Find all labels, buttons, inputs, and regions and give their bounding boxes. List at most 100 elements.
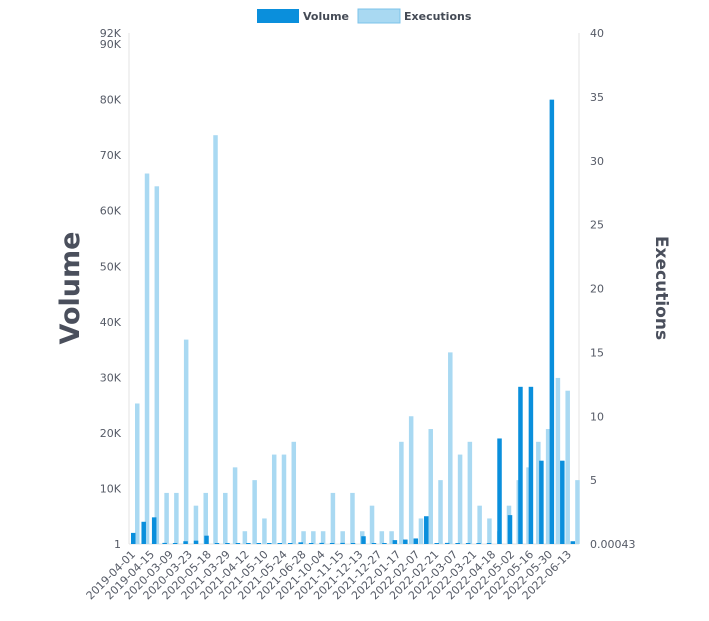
executions-bar[interactable] xyxy=(555,377,561,544)
volume-bar[interactable] xyxy=(518,386,523,544)
volume-bar[interactable] xyxy=(528,386,534,544)
legend-label-volume[interactable]: Volume xyxy=(303,10,349,23)
volume-bar[interactable] xyxy=(570,541,576,544)
y-tick-right-label: 35 xyxy=(590,91,604,104)
x-axis-ticks: 2019-04-012019-04-152020-03-092020-03-23… xyxy=(84,548,574,602)
executions-bar[interactable] xyxy=(193,505,199,544)
executions-bar[interactable] xyxy=(399,441,404,544)
executions-bar[interactable] xyxy=(223,492,228,544)
executions-bar[interactable] xyxy=(291,441,297,544)
executions-bar[interactable] xyxy=(311,531,316,544)
y-tick-right-label: 25 xyxy=(590,219,604,232)
y-tick-left-label: 80K xyxy=(100,94,122,107)
volume-bar[interactable] xyxy=(340,542,345,544)
volume-bar[interactable] xyxy=(424,516,429,544)
volume-bar[interactable] xyxy=(246,543,251,544)
volume-bar[interactable] xyxy=(507,515,513,544)
volume-bar[interactable] xyxy=(497,438,502,544)
legend[interactable]: Volume Executions xyxy=(257,8,472,24)
legend-label-executions[interactable]: Executions xyxy=(404,10,472,23)
executions-bar[interactable] xyxy=(448,352,453,544)
volume-bar[interactable] xyxy=(413,538,419,544)
executions-bar[interactable] xyxy=(526,467,531,544)
volume-bar[interactable] xyxy=(214,543,220,544)
volume-bar[interactable] xyxy=(225,543,230,544)
volume-bar[interactable] xyxy=(308,543,314,544)
y-tick-left-label: 60K xyxy=(100,205,122,218)
executions-bar[interactable] xyxy=(320,531,326,544)
volume-bar[interactable] xyxy=(549,99,555,545)
executions-bar[interactable] xyxy=(340,531,345,544)
volume-bar[interactable] xyxy=(455,543,460,544)
executions-bar[interactable] xyxy=(350,492,355,544)
volume-bar[interactable] xyxy=(235,543,241,544)
volume-bar[interactable] xyxy=(193,540,199,544)
executions-bar[interactable] xyxy=(438,480,443,544)
executions-bar[interactable] xyxy=(213,135,218,544)
executions-bar[interactable] xyxy=(281,454,287,544)
executions-bar[interactable] xyxy=(262,518,267,544)
volume-bar[interactable] xyxy=(287,543,293,544)
executions-bar[interactable] xyxy=(428,429,433,544)
executions-bar[interactable] xyxy=(232,467,238,544)
volume-bar[interactable] xyxy=(382,543,387,544)
y-tick-left-label: 70K xyxy=(100,149,122,162)
executions-bar[interactable] xyxy=(575,480,580,544)
executions-bar[interactable] xyxy=(301,531,306,544)
executions-bar[interactable] xyxy=(408,416,414,544)
volume-bar[interactable] xyxy=(298,542,303,544)
volume-bar[interactable] xyxy=(204,535,209,544)
volume-bar[interactable] xyxy=(476,543,481,544)
volume-bar[interactable] xyxy=(256,543,262,544)
volume-bar[interactable] xyxy=(350,543,356,544)
executions-bar[interactable] xyxy=(457,454,463,544)
volume-bar[interactable] xyxy=(560,460,565,544)
volume-bar[interactable] xyxy=(539,460,544,544)
volume-bar[interactable] xyxy=(434,543,439,544)
executions-bar[interactable] xyxy=(418,518,424,544)
executions-bar[interactable] xyxy=(467,441,473,544)
executions-bar[interactable] xyxy=(242,531,248,544)
volume-bar[interactable] xyxy=(277,543,283,544)
executions-bar[interactable] xyxy=(369,505,375,544)
volume-bar[interactable] xyxy=(444,542,450,544)
executions-bar[interactable] xyxy=(144,173,150,545)
volume-bar[interactable] xyxy=(371,543,377,544)
executions-bar[interactable] xyxy=(379,531,385,544)
volume-bar[interactable] xyxy=(131,532,136,544)
volume-bar[interactable] xyxy=(151,517,157,544)
executions-bar[interactable] xyxy=(565,390,570,544)
executions-bar[interactable] xyxy=(477,505,482,544)
volume-bar[interactable] xyxy=(267,543,272,544)
volume-bar[interactable] xyxy=(465,543,471,544)
executions-bar[interactable] xyxy=(174,492,179,544)
executions-bar[interactable] xyxy=(545,429,551,544)
executions-bar[interactable] xyxy=(487,518,492,544)
executions-bar[interactable] xyxy=(135,403,140,544)
volume-bar[interactable] xyxy=(392,540,398,544)
executions-bar[interactable] xyxy=(203,492,208,544)
executions-bar[interactable] xyxy=(252,480,257,544)
volume-bar[interactable] xyxy=(361,536,366,544)
executions-bar[interactable] xyxy=(154,186,160,545)
y-tick-left-label: 10K xyxy=(100,482,122,495)
volume-bar[interactable] xyxy=(183,541,188,544)
legend-swatch-volume[interactable] xyxy=(257,9,299,23)
volume-bar[interactable] xyxy=(319,542,324,544)
volume-bar[interactable] xyxy=(162,542,167,544)
y-tick-left-label: 30K xyxy=(100,371,122,384)
executions-bar[interactable] xyxy=(271,454,277,544)
volume-bar[interactable] xyxy=(141,521,146,544)
volume-bar[interactable] xyxy=(329,543,335,544)
legend-swatch-executions[interactable] xyxy=(357,8,401,24)
executions-bar[interactable] xyxy=(183,339,189,544)
volume-bar[interactable] xyxy=(172,543,178,544)
executions-bar[interactable] xyxy=(536,441,541,544)
executions-bar[interactable] xyxy=(330,492,336,544)
executions-bar[interactable] xyxy=(164,492,169,544)
volume-bar[interactable] xyxy=(486,543,492,544)
executions-bar[interactable] xyxy=(389,531,394,544)
y-tick-left-label: 90K xyxy=(100,38,122,51)
volume-bar[interactable] xyxy=(403,539,408,544)
y-tick-right-label: 15 xyxy=(590,346,604,359)
